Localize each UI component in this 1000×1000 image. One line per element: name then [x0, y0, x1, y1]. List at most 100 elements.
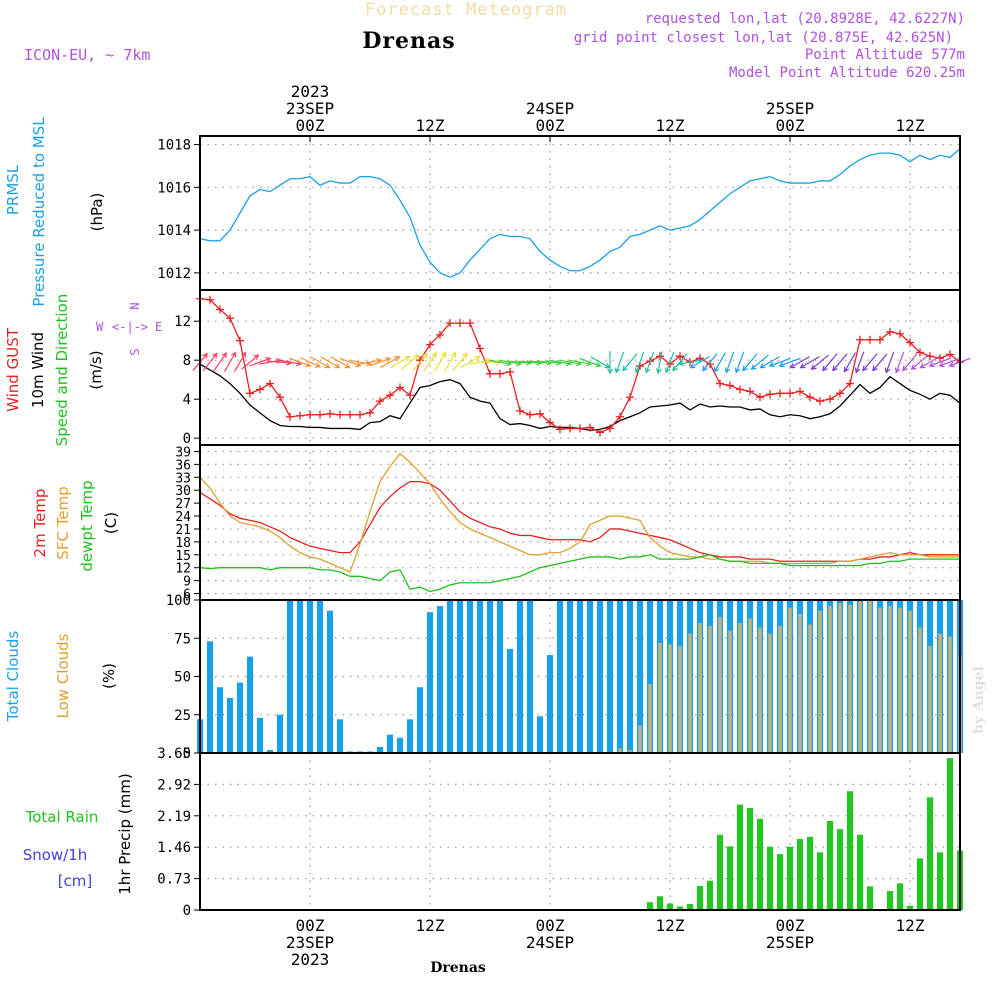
bar-total-rain [906, 905, 914, 910]
wind-arrow [822, 353, 838, 371]
wind-arrow-head [404, 356, 411, 362]
wind-arrow-head [240, 351, 247, 358]
gust-marker [876, 335, 884, 344]
wind-arrow [241, 354, 259, 370]
panel-label: 2m Temp [31, 489, 49, 558]
bar-total-clouds [556, 600, 564, 753]
wind-arrow [872, 353, 888, 371]
wind-arrow-head [843, 366, 850, 373]
bar-total-clouds [526, 600, 534, 753]
wind-arrow-head [655, 368, 662, 375]
panel-frame [199, 444, 961, 601]
bottom-time-label: 2023 [291, 950, 330, 969]
top-time-label: 23SEP [286, 99, 334, 118]
wind-arrow-head [910, 364, 917, 371]
wind-arrow [569, 359, 591, 365]
gust-marker [246, 389, 254, 398]
wind-arrow [811, 354, 829, 370]
wind-arrow [672, 353, 688, 371]
top-time-label: 00Z [776, 116, 805, 135]
panel-label: (C) [102, 512, 120, 534]
wind-arrow [549, 359, 571, 365]
bar-total-rain [776, 854, 784, 910]
compass-s: S [128, 348, 142, 355]
bar-total-clouds [446, 600, 454, 753]
y-tick-label: 39 [175, 445, 191, 460]
bar-low-clouds [878, 607, 882, 753]
y-tick-label: 1014 [157, 223, 191, 239]
wind-arrow [202, 353, 218, 372]
gust-marker [386, 391, 394, 400]
wind-arrow [320, 356, 340, 369]
gust-marker [946, 350, 954, 359]
gust-marker [206, 295, 214, 304]
gust-marker [596, 428, 604, 437]
panel-label: dewpt Temp [78, 480, 96, 571]
wind-arrow [769, 357, 791, 367]
bar-total-rain [826, 820, 834, 910]
bar-low-clouds [918, 627, 922, 753]
wind-arrow-head [253, 354, 260, 360]
bar-total-rain [916, 858, 924, 910]
gust-marker [556, 425, 564, 434]
wind-arrow [665, 351, 675, 373]
bar-total-clouds [486, 600, 494, 753]
gust-marker [256, 385, 264, 394]
bar-low-clouds [728, 630, 732, 753]
grid-point-coords: grid point closest lon,lat (20.875E, 42.… [574, 30, 953, 46]
gust-marker [446, 319, 454, 328]
wind-arrow-head [394, 356, 401, 362]
gust-marker [576, 424, 584, 433]
gust-marker [536, 409, 544, 418]
bar-total-rain [666, 903, 674, 910]
gust-marker [586, 423, 594, 432]
bottom-time-label: 24SEP [526, 933, 574, 952]
wind-arrow [725, 351, 735, 373]
wind-arrow-head [822, 365, 828, 372]
wind-arrow-head [462, 352, 468, 359]
bar-total-clouds [306, 600, 314, 753]
gust-marker [806, 393, 814, 402]
panel-frame [199, 752, 961, 911]
wind-arrow [862, 353, 878, 371]
panel-4: 0 25 50 75 100 Total Clouds Low Clouds (%) [4, 593, 964, 762]
wind-arrow-head [211, 352, 218, 359]
bar-total-rain [706, 880, 714, 910]
wind-arrow [902, 353, 918, 371]
wind-arrow-head [713, 366, 720, 373]
y-tick-label: 9 [183, 575, 191, 590]
wind-arrow [339, 357, 361, 367]
gust-marker [456, 319, 464, 328]
wind-arrow [279, 359, 301, 365]
wind-arrow-head [413, 354, 420, 360]
top-time-label: 2023 [291, 82, 330, 101]
wind-arrow-head [450, 351, 457, 358]
y-tick-label: 36 [175, 458, 191, 473]
bar-total-rain [816, 852, 824, 910]
bar-low-clouds [678, 645, 682, 753]
wind-arrow [713, 352, 727, 372]
wind-arrow [349, 359, 371, 365]
y-tick-label: 18 [175, 536, 191, 551]
bar-total-clouds [286, 600, 294, 753]
gust-marker [316, 410, 324, 419]
bar-total-clouds [506, 648, 514, 753]
wind-arrow [779, 357, 801, 367]
bar-low-clouds [798, 613, 802, 753]
line-dewpt-temp [199, 554, 960, 593]
wind-arrow-head [546, 359, 553, 366]
panel-label: (m/s) [87, 350, 105, 389]
panel-frame [199, 289, 961, 446]
gust-marker [546, 418, 554, 427]
panel-label: Snow/1h [23, 846, 88, 864]
wind-arrow [800, 356, 820, 369]
line-10m-wind [199, 363, 961, 432]
gust-marker [756, 393, 764, 402]
line-sfc-temp [199, 452, 960, 573]
gust-marker [866, 335, 874, 344]
bar-total-clouds [606, 600, 614, 753]
bar-total-clouds [576, 600, 584, 753]
wind-arrow [760, 356, 780, 369]
